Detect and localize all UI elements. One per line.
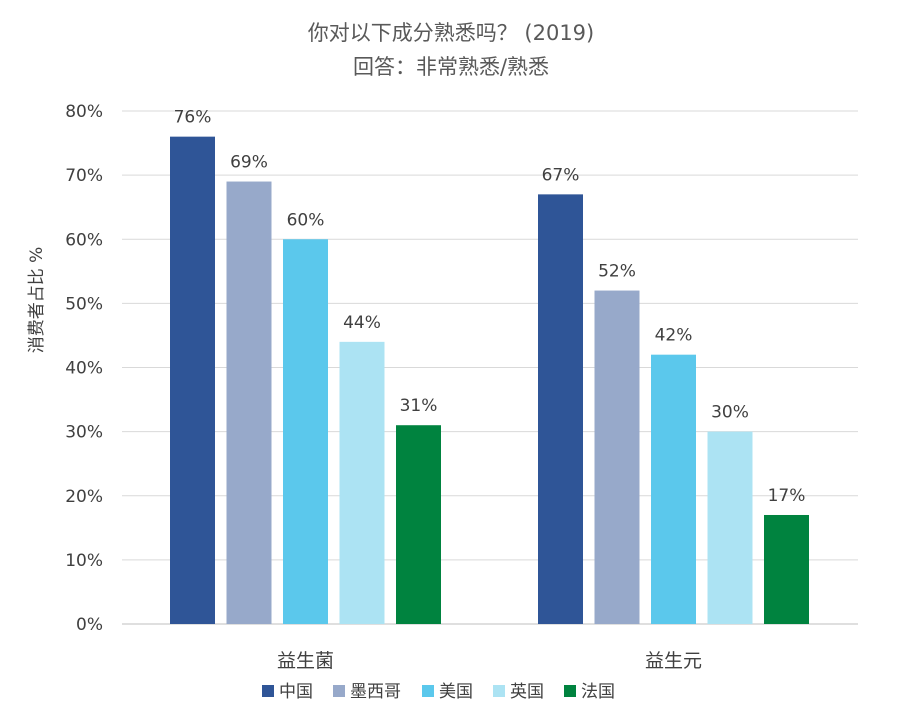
legend-label: 中国 xyxy=(279,682,313,702)
data-label: 17% xyxy=(768,486,806,506)
data-label: 44% xyxy=(343,313,381,333)
y-tick-label: 10% xyxy=(65,551,103,571)
legend-swatch xyxy=(262,685,274,697)
legend-label: 美国 xyxy=(439,682,473,702)
bar xyxy=(339,341,385,624)
bar xyxy=(594,290,640,624)
legend: 中国 墨西哥 美国 英国 法国 xyxy=(262,682,615,702)
chart-title: 你对以下成分熟悉吗？ (2019) xyxy=(308,21,595,45)
bar xyxy=(764,514,809,624)
legend-label: 墨西哥 xyxy=(350,682,401,702)
data-label: 30% xyxy=(711,403,749,423)
bar xyxy=(396,425,441,624)
x-category-label: 益生元 xyxy=(645,650,702,672)
chart-subtitle: 回答：非常熟悉/熟悉 xyxy=(353,55,549,79)
legend-label: 法国 xyxy=(581,682,615,702)
legend-label: 英国 xyxy=(510,682,544,702)
data-label: 69% xyxy=(230,153,268,173)
data-label: 42% xyxy=(655,326,693,346)
bars xyxy=(170,136,809,625)
legend-swatch xyxy=(564,685,576,697)
x-category-label: 益生菌 xyxy=(277,650,334,672)
data-label: 52% xyxy=(598,262,636,282)
bar xyxy=(538,194,583,625)
data-labels: 76% 69% 60% 44% 31% 67% 52% 42% 30% 17% xyxy=(174,108,806,506)
bar xyxy=(170,136,215,624)
y-tick-label: 80% xyxy=(65,102,103,122)
legend-swatch xyxy=(333,685,345,697)
bar xyxy=(651,354,696,624)
bar xyxy=(707,431,753,624)
y-tick-label: 70% xyxy=(65,166,103,186)
y-tick-label: 50% xyxy=(65,294,103,314)
legend-swatch xyxy=(422,685,434,697)
data-label: 31% xyxy=(400,396,438,416)
y-tick-label: 0% xyxy=(76,615,103,635)
bar xyxy=(226,181,272,624)
y-axis-label: 消费者占比 % xyxy=(27,247,47,354)
category-labels: 益生菌 益生元 xyxy=(277,650,702,672)
y-tick-label: 60% xyxy=(65,230,103,250)
data-label: 67% xyxy=(542,165,580,185)
data-label: 60% xyxy=(287,210,325,230)
y-axis-ticks: 0% 10% 20% 30% 40% 50% 60% 70% 80% xyxy=(65,102,103,635)
y-tick-label: 40% xyxy=(65,359,103,379)
data-label: 76% xyxy=(174,108,212,128)
legend-swatch xyxy=(493,685,505,697)
bar xyxy=(283,239,328,624)
y-tick-label: 20% xyxy=(65,487,103,507)
y-tick-label: 30% xyxy=(65,423,103,443)
